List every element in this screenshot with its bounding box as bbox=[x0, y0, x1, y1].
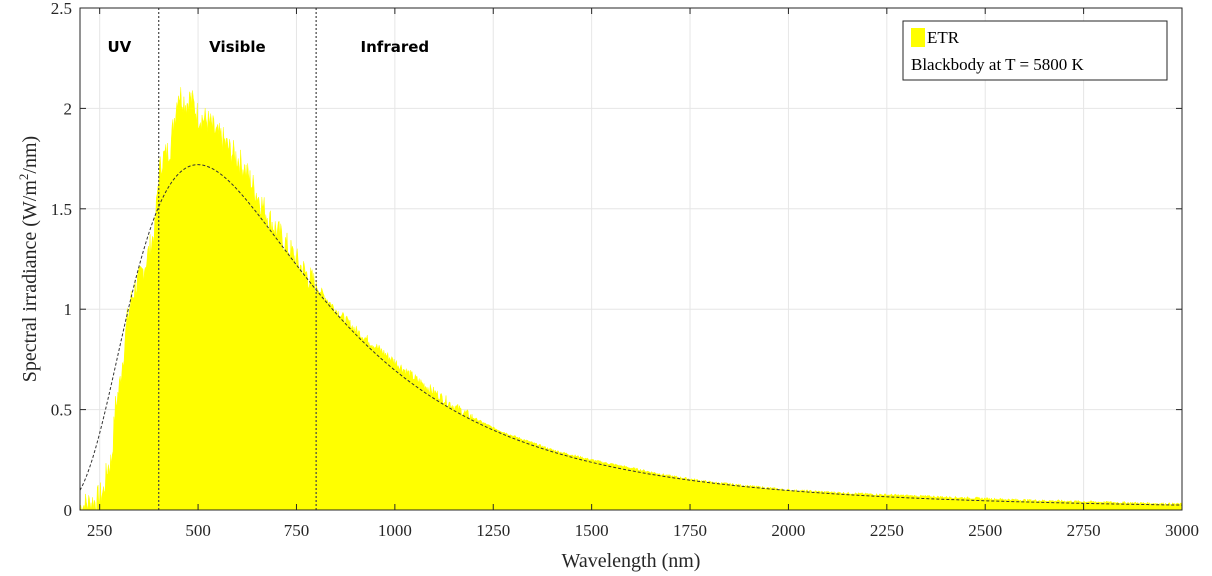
x-axis-label: Wavelength (nm) bbox=[562, 550, 701, 572]
x-tick-label: 2250 bbox=[870, 521, 904, 540]
y-tick-label: 0.5 bbox=[51, 401, 72, 420]
x-tick-label: 1000 bbox=[378, 521, 412, 540]
region-label: Infrared bbox=[361, 38, 430, 56]
region-label: Visible bbox=[209, 38, 266, 56]
x-tick-labels: 250 500 750 1000 1250 1500 1750 2000 2250 2500 275… bbox=[87, 521, 1199, 540]
legend-label-blackbody: Blackbody at T = 5800 K bbox=[911, 55, 1085, 74]
x-tick-label: 2750 bbox=[1067, 521, 1101, 540]
etr-area-layer bbox=[79, 87, 1183, 511]
legend-swatch-etr bbox=[911, 28, 925, 47]
x-tick-label: 2000 bbox=[771, 521, 805, 540]
y-axis-label-superscript: 2 bbox=[16, 174, 31, 181]
y-tick-labels: 0 0.5 1 1.5 2 2.5 bbox=[51, 0, 72, 520]
x-tick-label: 1500 bbox=[575, 521, 609, 540]
x-tick-label: 500 bbox=[185, 521, 211, 540]
blackbody-curve bbox=[79, 164, 1183, 506]
legend: ETR Blackbody at T = 5800 K bbox=[902, 20, 1168, 81]
axes-frame bbox=[79, 7, 1183, 511]
axes-box bbox=[79, 7, 1183, 511]
region-label: UV bbox=[107, 38, 131, 56]
x-tick-label: 750 bbox=[284, 521, 310, 540]
x-tick-label: 250 bbox=[87, 521, 113, 540]
y-tick-label: 1 bbox=[64, 300, 73, 319]
y-axis-label-tail: /nm) bbox=[19, 136, 41, 174]
y-axis-label-main: Spectral irradiance (W/m bbox=[19, 180, 41, 383]
y-tick-label: 2.5 bbox=[51, 0, 72, 18]
y-axis-label: Spectral irradiance (W/m2/nm) bbox=[16, 136, 41, 382]
x-tick-label: 1250 bbox=[476, 521, 510, 540]
etr-filled-area bbox=[79, 87, 1183, 511]
blackbody-curve-layer bbox=[79, 164, 1183, 506]
x-tick-label: 2500 bbox=[968, 521, 1002, 540]
y-tick-label: 1.5 bbox=[51, 200, 72, 219]
region-labels: UV Visible Infrared bbox=[107, 38, 429, 56]
y-tick-label: 2 bbox=[64, 99, 73, 118]
x-tick-label: 1750 bbox=[673, 521, 707, 540]
y-tick-label: 0 bbox=[64, 501, 73, 520]
legend-label-etr: ETR bbox=[927, 28, 960, 47]
legend-box bbox=[902, 20, 1168, 81]
x-tick-label: 3000 bbox=[1165, 521, 1199, 540]
